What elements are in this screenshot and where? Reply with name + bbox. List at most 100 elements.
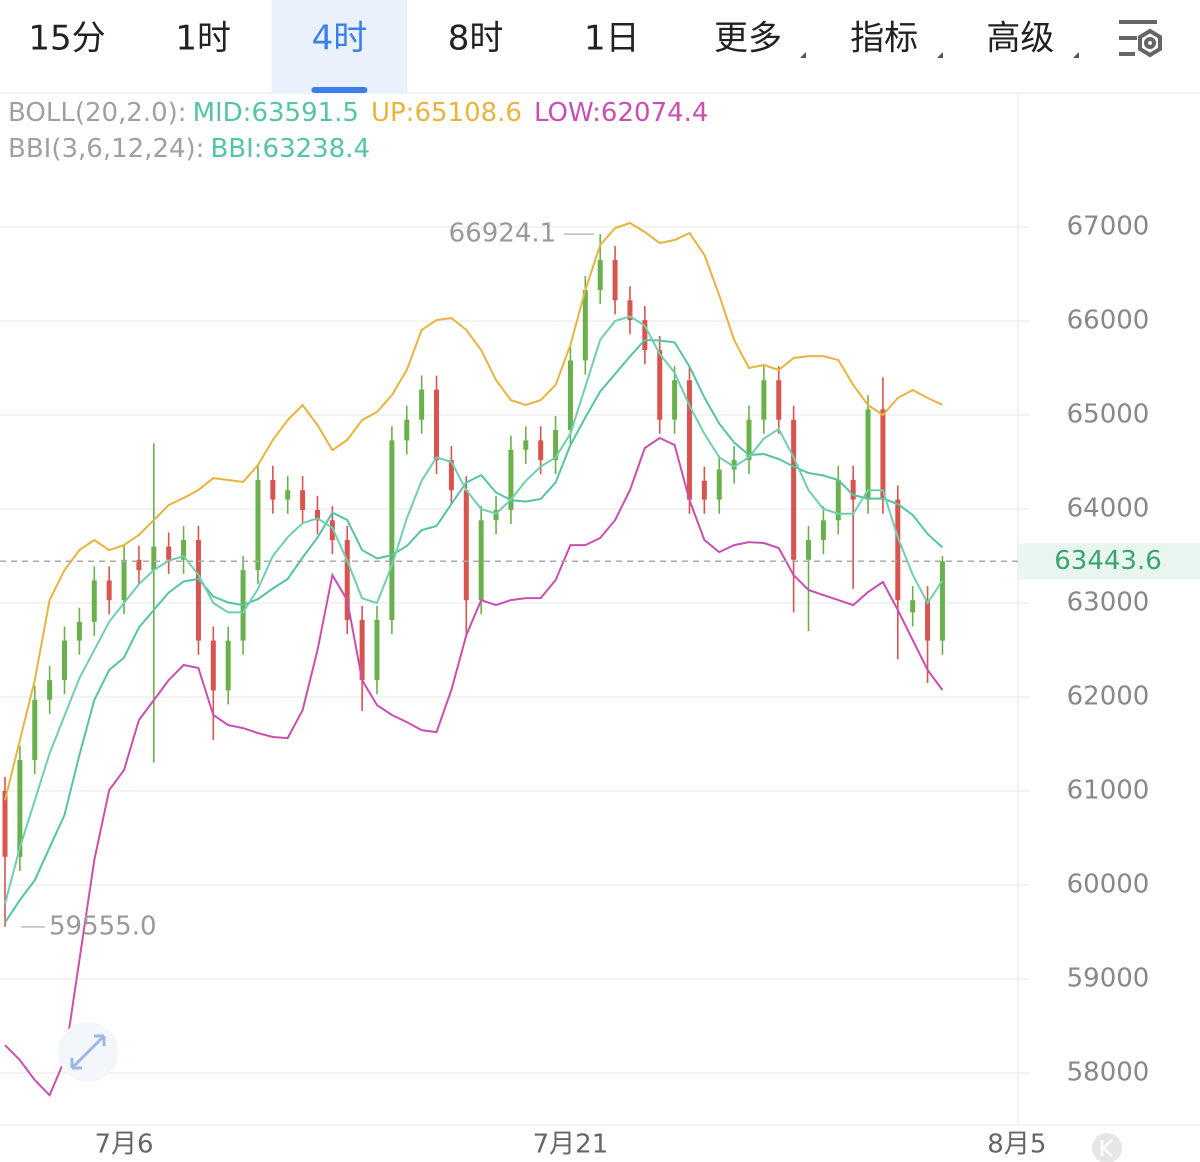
candle-body <box>597 259 603 290</box>
candle-body <box>195 540 201 641</box>
y-tick-label: 58000 <box>1067 1058 1150 1088</box>
candle-body <box>746 419 752 461</box>
y-tick-label: 61000 <box>1067 776 1150 806</box>
candle-body <box>612 259 618 301</box>
y-tick-label: 62000 <box>1067 682 1150 712</box>
candle-body <box>419 389 425 420</box>
y-tick-label: 59000 <box>1067 964 1150 994</box>
y-tick-label: 66000 <box>1067 306 1150 336</box>
candle-body <box>166 546 172 560</box>
y-tick-label: 60000 <box>1067 870 1150 900</box>
candle-body <box>672 380 678 420</box>
indicator-legend: BOLL(20,2.0): MID:63591.5 UP:65108.6 LOW:62… <box>8 98 708 164</box>
tab[interactable]: 4时 <box>312 19 368 59</box>
dropdown-caret[interactable] <box>1073 52 1079 58</box>
indicator-line-path <box>4 338 944 924</box>
candle-body <box>344 540 350 620</box>
x-tick-label: 7月6 <box>94 1130 153 1160</box>
indicator-value: UP:65108.6 <box>371 98 522 128</box>
candle-body <box>106 580 112 601</box>
candle-body <box>731 460 737 470</box>
candle-body <box>791 419 797 560</box>
candle-body <box>939 561 945 641</box>
y-tick-label: 64000 <box>1067 494 1150 524</box>
candle-body <box>463 490 469 601</box>
candle-body <box>359 619 365 681</box>
candle-body <box>329 520 335 541</box>
tab[interactable]: 15分 <box>28 19 105 59</box>
last-price-label: 63443.6 <box>1054 546 1162 576</box>
candle-body <box>225 640 231 691</box>
candle-body <box>642 320 648 351</box>
candle-body <box>865 409 871 500</box>
candle-body <box>567 360 573 431</box>
tab[interactable]: 1时 <box>175 19 231 59</box>
candle-body <box>121 559 127 601</box>
candle-body <box>17 759 23 857</box>
expand-button[interactable] <box>58 1022 118 1082</box>
indicator-value: LOW:62074.4 <box>534 98 708 128</box>
candle-body <box>493 509 499 521</box>
candle-body <box>434 389 440 461</box>
indicator-value: MID:63591.5 <box>193 98 359 128</box>
candle-body <box>627 300 633 321</box>
candle-body <box>850 479 856 500</box>
indicator-line-path <box>4 315 944 905</box>
candle-body <box>374 619 380 681</box>
candle-body <box>686 380 692 500</box>
tab[interactable]: 8时 <box>448 19 504 59</box>
candle-body <box>314 509 320 521</box>
candle-body <box>761 380 767 420</box>
candle-body <box>657 350 663 420</box>
candle-body <box>448 460 454 491</box>
active-tab-indicator <box>311 87 368 93</box>
indicator-value: BBI:63238.4 <box>210 134 370 164</box>
indicator-line: BOLL(20,2.0): MID:63591.5 UP:65108.6 LOW:62… <box>8 98 708 128</box>
tab[interactable]: 指标 <box>850 19 918 59</box>
k-button[interactable] <box>1092 1133 1122 1162</box>
candle-body <box>835 479 841 521</box>
candle-body <box>880 409 886 500</box>
x-tick-label: 7月21 <box>533 1130 609 1160</box>
candle-body <box>32 699 38 760</box>
indicator-line-path <box>4 221 943 801</box>
tab-bar: 15分 1时 4时 8时 1日 更多 指标 高级 <box>28 0 1054 93</box>
y-tick-label: 65000 <box>1067 400 1150 430</box>
candle-body <box>538 440 544 461</box>
y-tick-label: 63000 <box>1067 588 1150 618</box>
candle-body <box>91 580 97 622</box>
candle-body <box>582 289 588 361</box>
plot-area: 58000 59000 60000 61000 62000 63000 64000 65000… <box>0 212 1200 1160</box>
candle-body <box>776 380 782 420</box>
indicator-label: BBI(3,6,12,24): <box>8 134 204 164</box>
candle-body <box>925 600 931 641</box>
candle-body <box>553 430 559 461</box>
candle-body <box>820 520 826 541</box>
candle-body <box>478 520 484 601</box>
x-tick-label: 8月5 <box>987 1130 1046 1160</box>
candle-body <box>716 469 722 500</box>
candle-body <box>523 440 529 450</box>
settings-icon[interactable] <box>1119 20 1162 58</box>
dropdown-caret <box>937 52 943 58</box>
candle-body <box>508 449 514 510</box>
candle-body <box>404 419 410 441</box>
candle-body <box>2 791 8 857</box>
candle-body <box>76 621 82 641</box>
candle-body <box>210 640 216 691</box>
candle-body <box>300 490 306 510</box>
tab[interactable]: 高级 <box>986 19 1054 59</box>
tab[interactable]: 更多 <box>714 19 782 59</box>
candle-body <box>255 479 261 571</box>
tab[interactable]: 1日 <box>584 19 640 59</box>
candle-body <box>389 440 395 620</box>
candle-body <box>910 600 916 613</box>
candle-body <box>136 559 142 571</box>
y-tick-label: 67000 <box>1067 212 1150 242</box>
last-price-box <box>1019 543 1200 580</box>
candle-body <box>181 540 187 560</box>
candle-body <box>895 499 901 601</box>
candle-body <box>270 479 276 500</box>
